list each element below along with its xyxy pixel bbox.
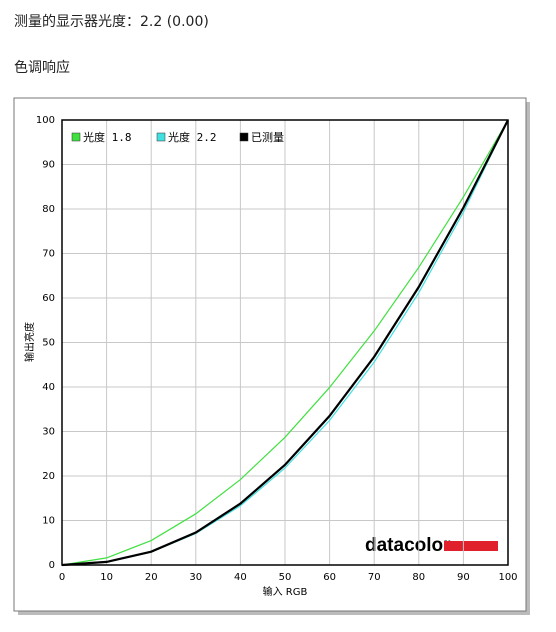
line [61,119,509,567]
y-tick-label: 30 [42,427,55,438]
chart-frame [13,97,527,612]
y-tick-label: 10 [42,516,55,527]
x-tick-label: 50 [279,572,292,583]
y-tick-label: 90 [42,160,55,171]
y-tick-label: 80 [42,204,55,215]
x-tick-label: 60 [323,572,336,583]
line [61,119,509,566]
x-tick-label: 80 [412,572,425,583]
x-tick-label: 70 [368,572,381,583]
legend-swatch [156,132,166,142]
legend-label: 已测量 [251,131,284,144]
plot-border [61,119,509,566]
y-tick-label: 0 [49,560,55,571]
legend-label: 光度 1.8 [83,130,132,144]
logo-bar [444,541,498,551]
x-tick-label: 100 [498,572,517,583]
section-title: 色调响应 [14,59,70,76]
y-tick-label: 100 [36,115,55,126]
x-tick-label: 30 [189,572,202,583]
y-tick-label: 20 [42,471,55,482]
y-tick-label: 50 [42,338,55,349]
legend-swatch [71,132,81,142]
header-title: 测量的显示器光度：2.2 (0.00) [14,14,209,30]
y-tick-label: 60 [42,293,55,304]
y-axis-label: 输出亮度 [23,322,36,362]
x-axis-label: 输入 RGB [263,585,308,598]
x-tick-label: 40 [234,572,247,583]
y-tick-label: 70 [42,249,55,260]
y-tick-label: 40 [42,382,55,393]
legend-swatch [239,132,249,142]
x-tick-label: 10 [100,572,113,583]
legend-label: 光度 2.2 [168,130,217,144]
x-tick-label: 20 [145,572,158,583]
logo: datacolor [365,535,451,556]
x-tick-label: 0 [59,572,65,583]
x-tick-label: 90 [457,572,470,583]
